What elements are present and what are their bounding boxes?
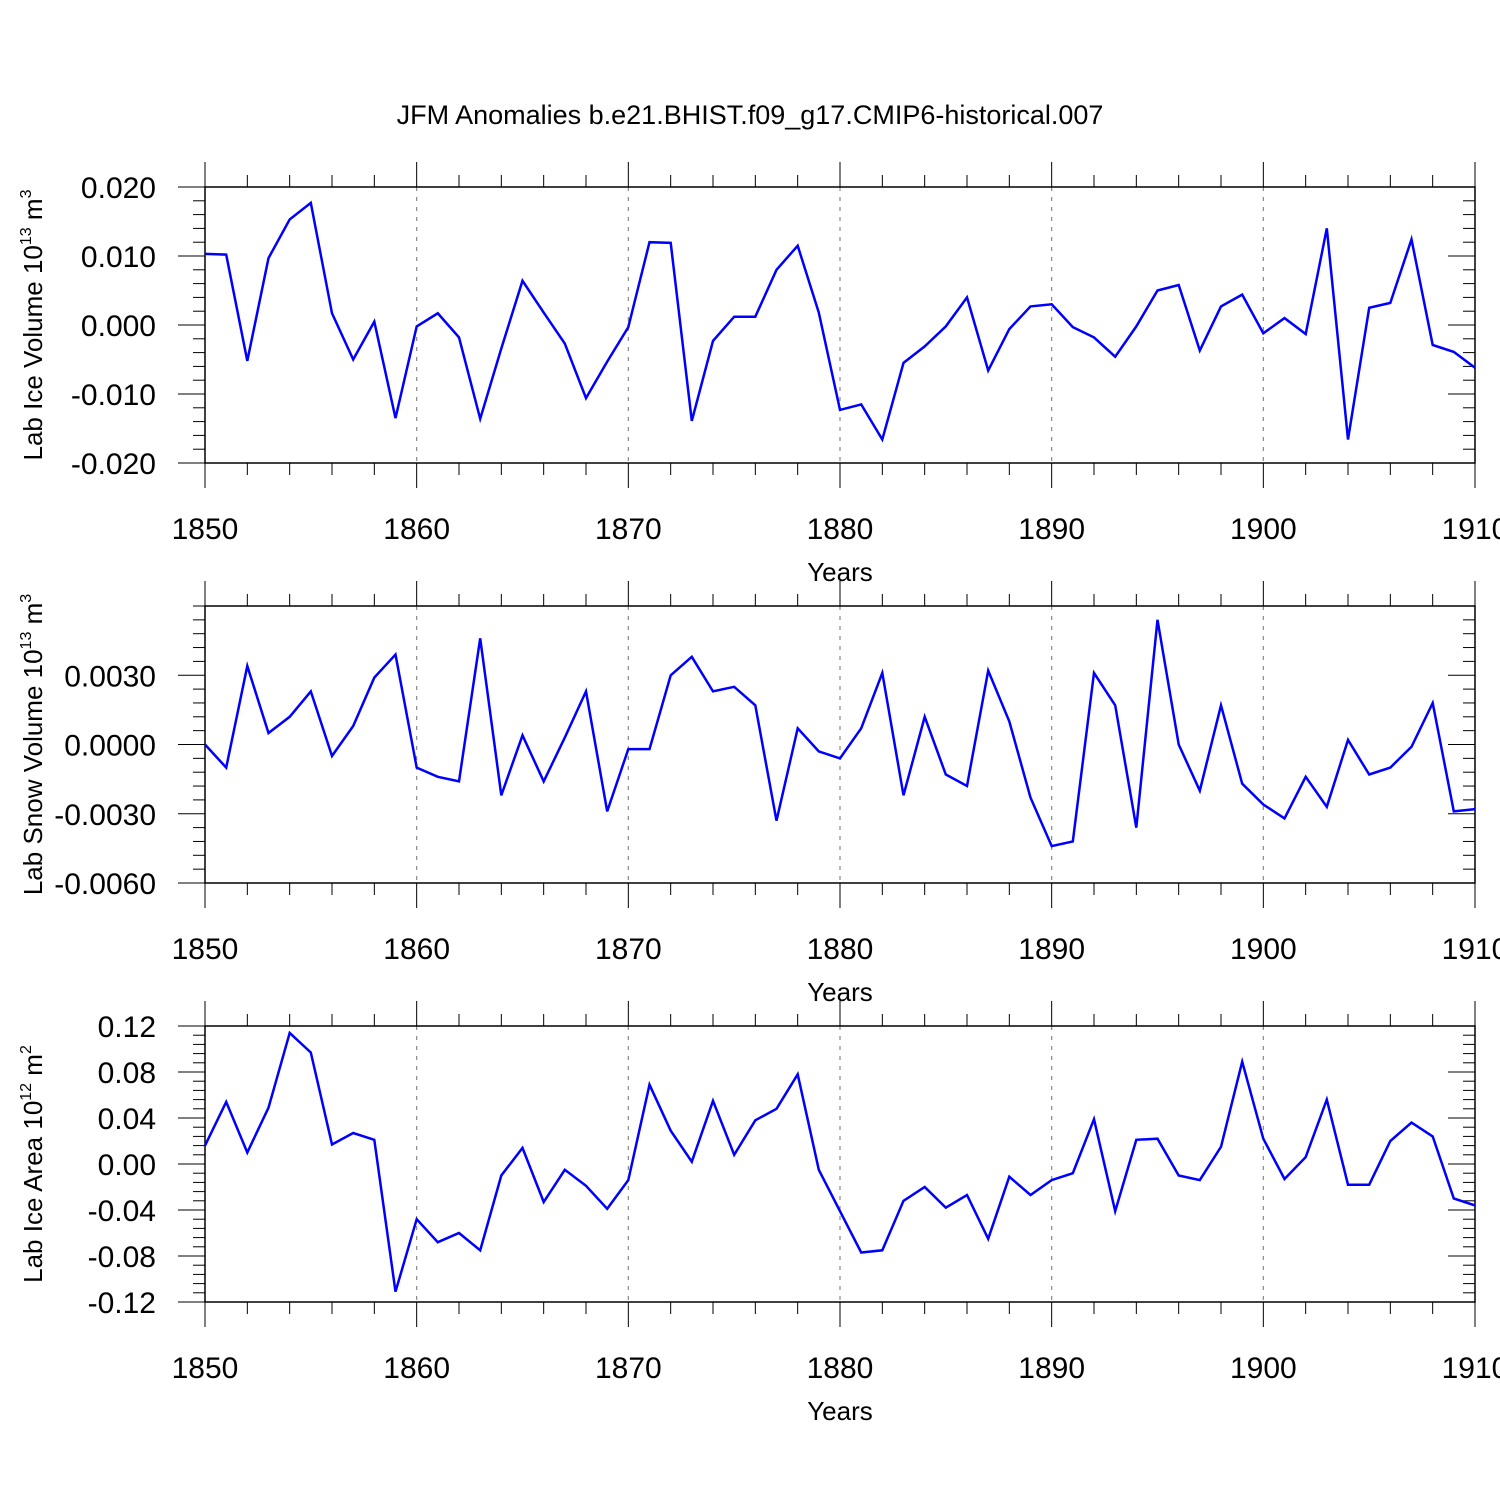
x-tick-label: 1860 xyxy=(383,933,450,966)
x-tick-label: 1890 xyxy=(1018,1352,1085,1385)
x-tick-label: 1870 xyxy=(595,513,662,546)
y-tick-label: 0.0000 xyxy=(64,730,156,763)
x-tick-label: 1880 xyxy=(807,1352,874,1385)
y-tick-label: -0.010 xyxy=(71,379,156,412)
y-axis-label-main: Lab Ice Volume 10 xyxy=(18,245,48,460)
y-tick-label: -0.12 xyxy=(88,1287,156,1320)
series-line-lab-ice-volume xyxy=(204,200,1476,443)
x-tick-label: 1880 xyxy=(807,513,874,546)
y-tick-label: 0.04 xyxy=(98,1103,156,1136)
y-tick-label: -0.0030 xyxy=(54,799,156,832)
y-tick-label: 0.020 xyxy=(81,172,156,205)
chart-title: JFM Anomalies b.e21.BHIST.f09_g17.CMIP6-… xyxy=(397,100,1104,130)
y-tick-label: -0.08 xyxy=(88,1241,156,1274)
x-tick-label: 1910 xyxy=(1442,933,1500,966)
y-tick-label: 0.08 xyxy=(98,1057,156,1090)
x-axis-label: Years xyxy=(807,1396,873,1426)
y-tick-label: -0.020 xyxy=(71,448,156,481)
y-axis-label: Lab Snow Volume 1013 m3 xyxy=(18,594,48,895)
x-tick-label: 1900 xyxy=(1230,933,1297,966)
x-tick-label: 1860 xyxy=(383,1352,450,1385)
y-axis-label-unit-exponent: 2 xyxy=(18,1045,35,1054)
y-axis-label-exponent: 13 xyxy=(18,632,35,650)
y-axis-label-unit: m xyxy=(18,1054,48,1083)
x-tick-label: 1850 xyxy=(172,1352,239,1385)
y-axis-label: Lab Ice Area 1012 m2 xyxy=(18,1045,48,1283)
y-axis-label-unit: m xyxy=(18,198,48,227)
x-tick-label: 1870 xyxy=(595,1352,662,1385)
y-tick-label: 0.00 xyxy=(98,1149,156,1182)
x-tick-label: 1880 xyxy=(807,933,874,966)
y-axis-label-main: Lab Ice Area 10 xyxy=(18,1101,48,1283)
x-tick-label: 1890 xyxy=(1018,933,1085,966)
y-axis-label-unit-exponent: 3 xyxy=(18,594,35,603)
x-tick-label: 1870 xyxy=(595,933,662,966)
y-axis-label-exponent: 12 xyxy=(18,1083,35,1101)
chart-panel-1: 1850186018701880189019001910Years-0.020-… xyxy=(18,162,1500,587)
x-tick-label: 1910 xyxy=(1442,513,1500,546)
series-line-lab-snow-volume xyxy=(204,619,1476,848)
chart-panels: 1850 1860 1870 1880 1890 1900 1910 Years -0.020 -… xyxy=(18,162,1500,1426)
x-tick-label: 1900 xyxy=(1230,1352,1297,1385)
y-tick-label: 0.12 xyxy=(98,1011,156,1044)
y-axis-label-unit: m xyxy=(18,603,48,632)
x-tick-label: 1890 xyxy=(1018,513,1085,546)
x-tick-label: 1850 xyxy=(172,513,239,546)
y-tick-label: -0.04 xyxy=(88,1195,156,1228)
y-axis-label-main: Lab Snow Volume 10 xyxy=(18,649,48,895)
x-tick-label: 1860 xyxy=(383,513,450,546)
y-axis-label-unit-exponent: 3 xyxy=(18,189,35,198)
x-tick-label: 1850 xyxy=(172,933,239,966)
y-tick-label: -0.0060 xyxy=(54,868,156,901)
y-axis-label-exponent: 13 xyxy=(18,227,35,245)
x-tick-label: 1900 xyxy=(1230,513,1297,546)
chart-panel-3: 1850 1860 1870 1880 1890 1900 1910 Years -0.12 -0… xyxy=(18,1001,1500,1426)
y-tick-label: 0.010 xyxy=(81,241,156,274)
chart-panel-2: 1850186018701880189019001910Years-0.0060… xyxy=(18,581,1500,1007)
y-tick-label: 0.0030 xyxy=(64,660,156,693)
y-axis-label: Lab Ice Volume 1013 m3 xyxy=(18,189,48,460)
series-line-lab-ice-area xyxy=(203,1030,1476,1293)
x-tick-label: 1910 xyxy=(1442,1352,1500,1385)
y-tick-label: 0.000 xyxy=(81,310,156,343)
